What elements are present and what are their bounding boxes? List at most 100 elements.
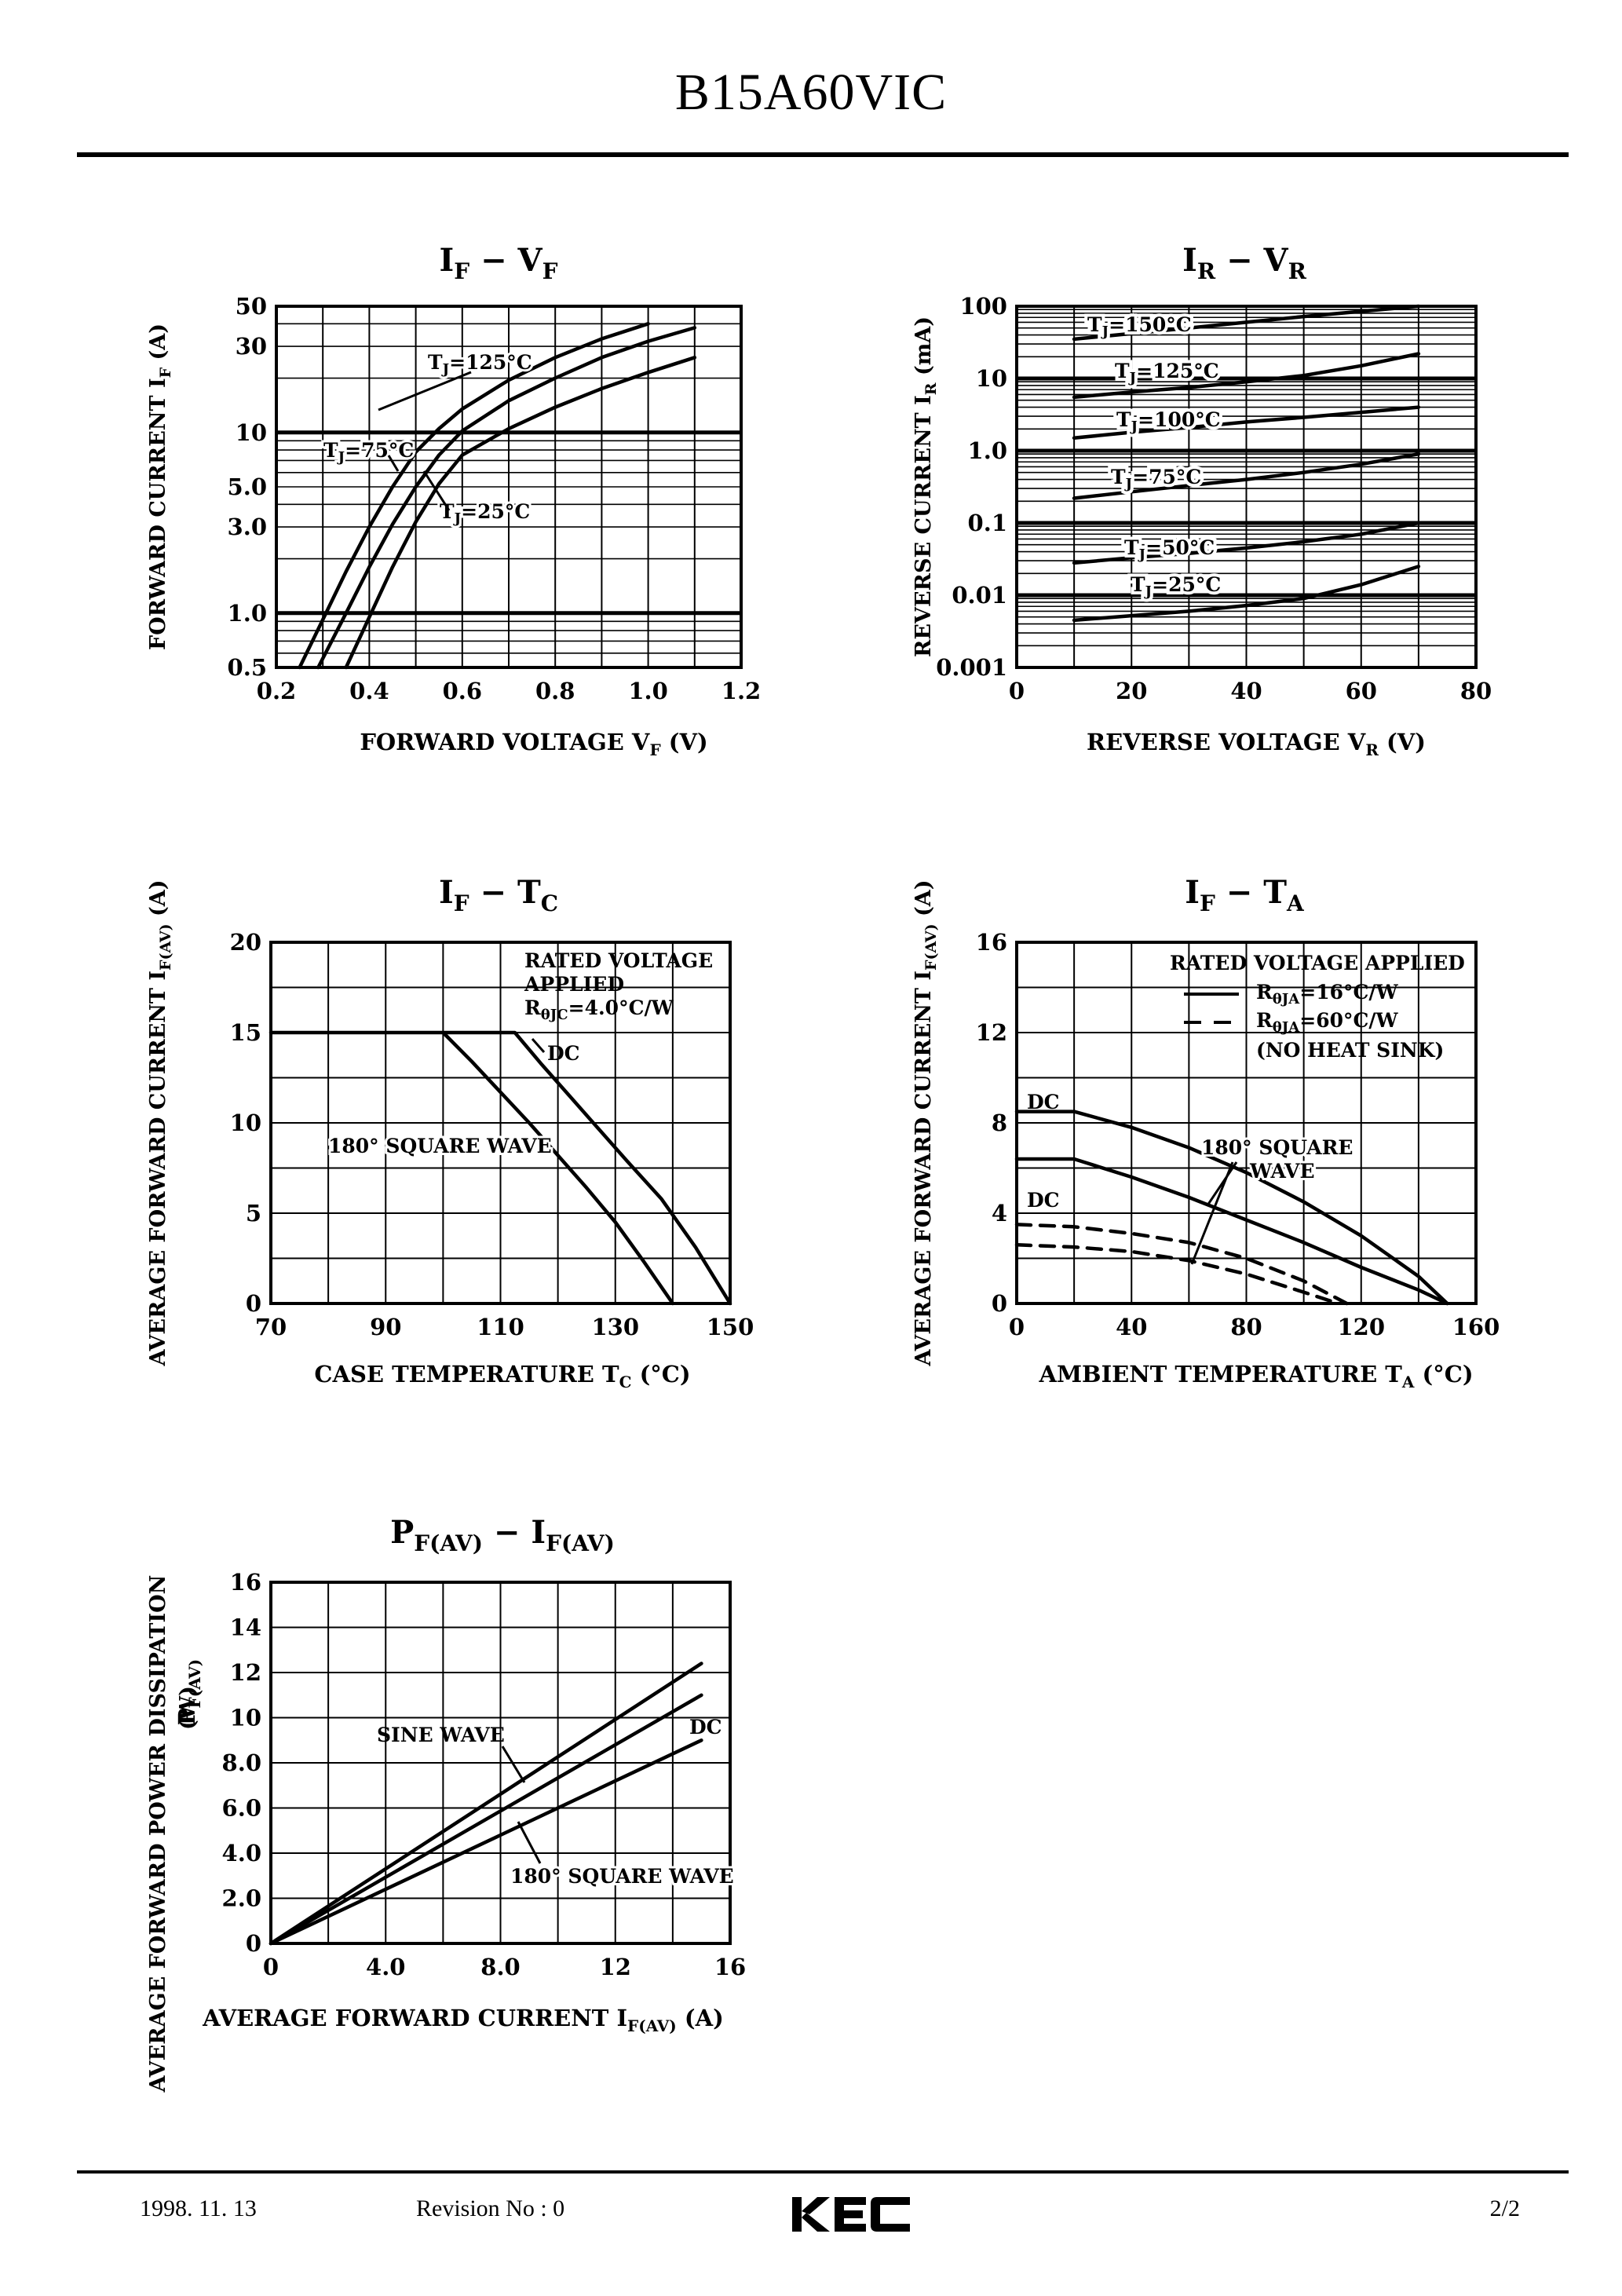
x-tick-label: 0.8: [535, 678, 575, 704]
y-axis-label-symbol: PF(AV): [174, 1659, 204, 1726]
legend-title: RATED VOLTAGE APPLIED: [1170, 952, 1465, 974]
x-tick-label: 80: [1230, 1314, 1262, 1340]
plot-frame: [275, 305, 743, 669]
y-tick-label: 8.0: [222, 1749, 261, 1776]
series-label: TJ=125°C: [1115, 360, 1219, 386]
y-tick-label: 0.001: [936, 654, 1007, 681]
x-axis-label: AVERAGE FORWARD CURRENT IF(AV) (A): [202, 2005, 724, 2035]
series-group: [1014, 1110, 1449, 1306]
y-tick-label: 10: [230, 1110, 261, 1136]
y-tick-label: 5: [246, 1200, 261, 1227]
plot-frame: [1015, 305, 1478, 669]
x-tick-label: 0: [1009, 678, 1025, 704]
legend-solid-label: RθJA=16°C/W: [1256, 981, 1399, 1007]
annotations: TJ=125°C TJ=75°C TJ=25°C: [321, 349, 535, 529]
series-label-dc-upper: DC: [1027, 1091, 1060, 1113]
footer-page-number: 2/2: [1489, 2195, 1520, 2221]
label-leader: [422, 470, 451, 511]
x-tick-label: 1.0: [628, 678, 667, 704]
series-label: TJ=75°C: [323, 439, 414, 466]
series-label-square-1: 180° SQUARE: [1201, 1136, 1353, 1159]
x-tick-label: 0: [263, 1954, 279, 1980]
series-line: [269, 1693, 703, 1946]
annotations: SINE WAVE DC 180° SQUARE WAVE: [377, 1716, 736, 1890]
y-tick-label: 6.0: [222, 1795, 261, 1822]
y-tick-label: 10: [976, 365, 1007, 392]
label-leader: [531, 1038, 546, 1053]
y-tick-label: 2.0: [222, 1885, 261, 1912]
y-tick-label: 12: [976, 1019, 1007, 1046]
y-axis-label: AVERAGE FORWARD CURRENT IF(AV) (A): [146, 879, 174, 1366]
note-rated-voltage: RATED VOLTAGE: [524, 949, 713, 972]
x-tick-label: 40: [1116, 1314, 1147, 1340]
y-axis-label: FORWARD CURRENT IF (A): [146, 324, 174, 650]
x-tick-label: 120: [1337, 1314, 1385, 1340]
x-tick-label: 0: [1009, 1314, 1025, 1340]
x-tick-label: 1.2: [721, 678, 761, 704]
y-tick-label: 10: [230, 1705, 261, 1731]
y-axis-label: REVERSE CURRENT IR (mA): [911, 316, 940, 657]
y-tick-label: 4.0: [222, 1840, 261, 1866]
plot-frame: [1015, 941, 1478, 1305]
label-leader: [1190, 1161, 1234, 1265]
y-axis-label: AVERAGE FORWARD CURRENT IF(AV) (A): [911, 879, 940, 1366]
label-leader: [378, 371, 472, 411]
x-tick-label: 80: [1460, 678, 1492, 704]
y-tick-label: 1.0: [228, 600, 267, 627]
series-line: [1072, 452, 1421, 500]
y-tick-label: 15: [230, 1019, 261, 1046]
note-applied: APPLIED: [524, 973, 624, 996]
chart-title: IF − VF: [440, 242, 558, 284]
x-tick-label: 0.2: [257, 678, 296, 704]
series-line: [1014, 1110, 1449, 1306]
series-label: TJ=25°C: [1131, 573, 1221, 600]
series-line: [1014, 1157, 1449, 1306]
y-tick-label: 8: [992, 1110, 1007, 1136]
y-tick-label: 1.0: [968, 437, 1007, 464]
y-tick-label: 20: [230, 929, 261, 956]
footer-date: 1998. 11. 13: [140, 2195, 257, 2221]
y-tick-label: 0: [246, 1290, 261, 1317]
x-tick-label: 12: [600, 1954, 631, 1980]
series-line: [316, 326, 697, 670]
x-tick-label: 0.6: [443, 678, 482, 704]
y-tick-label: 0: [992, 1290, 1007, 1317]
label-leader: [387, 455, 400, 472]
y-tick-label: 0: [246, 1930, 261, 1957]
series-label-dc-lower: DC: [1027, 1189, 1060, 1212]
x-tick-label: 40: [1230, 678, 1262, 704]
series-label: TJ=25°C: [440, 500, 530, 527]
series-line: [269, 1662, 703, 1946]
kec-logo: [792, 2197, 910, 2232]
footer-rule: [77, 2170, 1569, 2174]
series-line: [1072, 405, 1421, 441]
legend-dashed-label: RθJA=60°C/W: [1256, 1009, 1399, 1036]
x-tick-label: 90: [370, 1314, 401, 1340]
series-label: TJ=125°C: [428, 351, 532, 378]
y-tick-label: 0.1: [968, 510, 1007, 536]
x-axis-label: CASE TEMPERATURE TC (°C): [314, 1361, 690, 1391]
y-tick-label: 4: [992, 1200, 1007, 1227]
x-tick-label: 150: [707, 1314, 754, 1340]
annotations: TJ=150°C TJ=125°C TJ=100°C TJ=75°C TJ=50°C TJ…: [1084, 310, 1224, 603]
y-tick-label: 12: [230, 1659, 261, 1686]
series-label-dc: DC: [547, 1042, 580, 1065]
series-label: TJ=100°C: [1116, 408, 1221, 435]
series-group: [298, 322, 697, 670]
x-tick-label: 70: [255, 1314, 287, 1340]
y-tick-label: 0.01: [952, 582, 1007, 609]
annotations: RATED VOLTAGE APPLIED RθJA=16°C/WRθJA=60°…: [1027, 952, 1465, 1265]
y-tick-label: 0.5: [228, 654, 267, 681]
grid: [271, 1582, 730, 1943]
series-line: [1014, 1243, 1340, 1306]
plot-frame: [269, 941, 732, 1305]
series-line: [1072, 352, 1421, 400]
y-tick-label: 30: [236, 333, 267, 360]
series-line: [269, 1738, 703, 1946]
y-tick-label: 50: [236, 293, 267, 320]
